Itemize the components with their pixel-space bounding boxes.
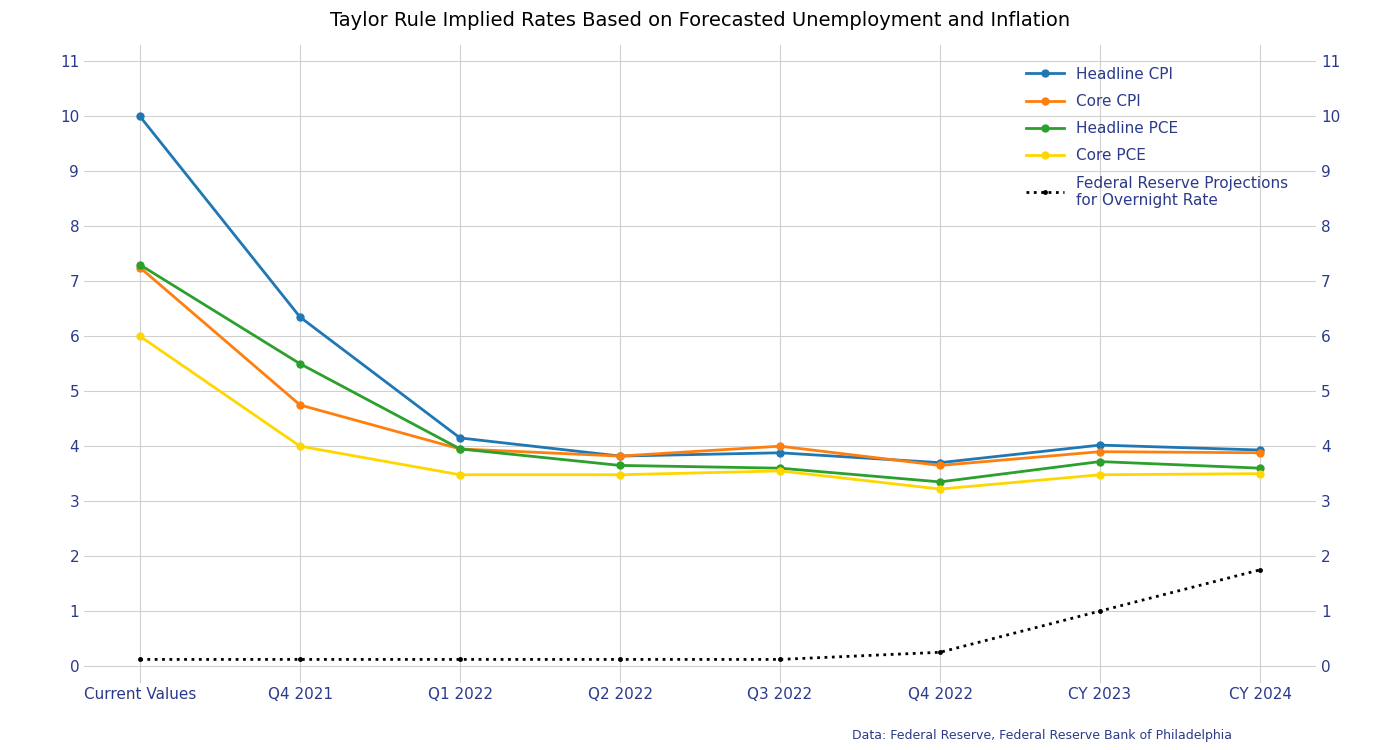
Federal Reserve Projections
for Overnight Rate [931,648,948,657]
Core PCE [132,332,148,340]
Headline CPI [291,313,308,322]
Headline CPI [612,452,629,460]
Core PCE [1252,470,1268,478]
Text: Data: Federal Reserve, Federal Reserve Bank of Philadelphia: Data: Federal Reserve, Federal Reserve B… [853,730,1232,742]
Line: Core CPI: Core CPI [137,264,1263,469]
Headline PCE [1092,457,1109,466]
Headline CPI [1252,446,1268,454]
Core PCE [291,442,308,451]
Federal Reserve Projections
for Overnight Rate [1092,607,1109,616]
Core PCE [452,470,469,479]
Federal Reserve Projections
for Overnight Rate [452,655,469,664]
Title: Taylor Rule Implied Rates Based on Forecasted Unemployment and Inflation: Taylor Rule Implied Rates Based on Forec… [330,10,1070,29]
Headline PCE [612,461,629,470]
Core CPI [1252,448,1268,458]
Legend: Headline CPI, Core CPI, Headline PCE, Core PCE, Federal Reserve Projections
for : Headline CPI, Core CPI, Headline PCE, Co… [1018,59,1296,215]
Headline PCE [291,359,308,368]
Core CPI [931,461,948,470]
Line: Headline PCE: Headline PCE [137,261,1263,485]
Headline CPI [771,448,788,458]
Core CPI [612,452,629,460]
Federal Reserve Projections
for Overnight Rate [291,655,308,664]
Headline PCE [132,260,148,269]
Headline CPI [931,458,948,467]
Headline PCE [931,478,948,487]
Federal Reserve Projections
for Overnight Rate [132,655,148,664]
Line: Federal Reserve Projections
for Overnight Rate: Federal Reserve Projections for Overnigh… [137,566,1263,663]
Core PCE [612,470,629,479]
Headline PCE [1252,464,1268,472]
Federal Reserve Projections
for Overnight Rate [1252,566,1268,574]
Core CPI [452,445,469,454]
Core PCE [771,466,788,476]
Headline CPI [452,433,469,442]
Line: Core PCE: Core PCE [137,333,1263,493]
Core CPI [771,442,788,451]
Headline PCE [771,464,788,472]
Federal Reserve Projections
for Overnight Rate [612,655,629,664]
Core CPI [291,400,308,410]
Federal Reserve Projections
for Overnight Rate [771,655,788,664]
Headline CPI [132,112,148,121]
Core CPI [132,263,148,272]
Line: Headline CPI: Headline CPI [137,113,1263,466]
Headline CPI [1092,440,1109,449]
Core PCE [1092,470,1109,479]
Headline PCE [452,445,469,454]
Core PCE [931,484,948,494]
Core CPI [1092,447,1109,456]
